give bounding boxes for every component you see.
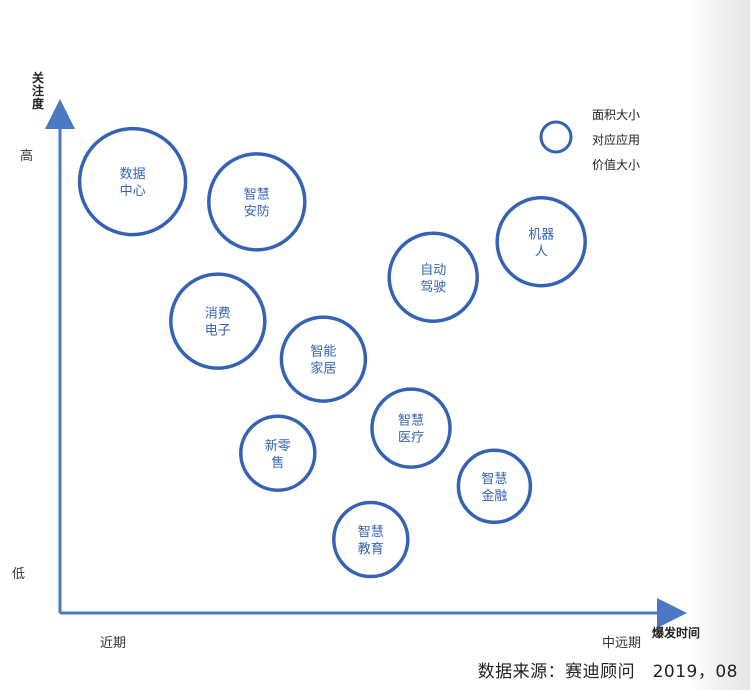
bubble-label: 自动驾驶	[420, 263, 446, 295]
bubble-label-line: 智慧	[244, 186, 270, 202]
bubble-label: 智能家居	[310, 345, 336, 377]
bubble-label: 新零售	[265, 438, 291, 471]
bubble	[456, 448, 533, 525]
y-axis-high-label: 高	[20, 149, 34, 164]
source-note: 数据来源：赛迪顾问 2019，08	[477, 662, 738, 682]
legend-line-3: 价值大小	[592, 158, 641, 172]
bubble-label: 智慧教育	[358, 524, 384, 557]
bubble	[370, 387, 452, 469]
bubble-label-line: 人	[535, 244, 548, 259]
legend-circle	[539, 120, 573, 154]
bubble-label-line: 医疗	[398, 431, 424, 446]
y-axis-title: 关注度	[32, 71, 45, 111]
bubble-label-line: 消费	[205, 307, 231, 322]
y-axis-low-label: 低	[12, 567, 26, 582]
x-axis-title: 爆发时间	[652, 626, 701, 640]
bubble-label: 智慧安防	[244, 186, 270, 219]
legend-line-2: 对应应用	[592, 133, 641, 147]
bubble	[495, 196, 587, 288]
bubble-label: 智慧金融	[481, 471, 507, 504]
bubble	[332, 500, 410, 579]
bubble-label-line: 机器	[528, 227, 554, 242]
bubble-label-line: 家居	[310, 361, 336, 377]
bubble	[279, 315, 368, 403]
bubble-label: 数据中心	[120, 167, 146, 199]
bubble-label-line: 驾驶	[420, 280, 446, 295]
bubble-label-line: 智能	[310, 345, 336, 360]
bubble-label: 消费电子	[205, 307, 231, 339]
bubble-label-line: 数据	[120, 167, 146, 182]
legend-line-1: 面积大小	[592, 108, 641, 122]
bubble-label-line: 电子	[205, 324, 231, 339]
bubble-label-line: 自动	[420, 263, 446, 278]
bubble-label-line: 新零	[265, 438, 291, 454]
bubble-label-line: 教育	[358, 541, 384, 557]
bubble	[239, 414, 317, 493]
bubble-label-line: 中心	[120, 184, 146, 199]
bubble-label-line: 售	[271, 455, 284, 471]
bubble-label: 智慧医疗	[398, 413, 424, 446]
bubble-label-line: 安防	[244, 203, 270, 219]
bubble-label: 机器人	[528, 227, 554, 259]
bubble-label-line: 智慧	[358, 524, 384, 540]
bubble	[169, 272, 267, 370]
bubble-label-line: 智慧	[481, 471, 507, 487]
bubble-label-line: 金融	[481, 488, 507, 504]
x-axis-start-label: 近期	[100, 636, 127, 651]
bubble	[207, 152, 307, 252]
bubble	[77, 126, 188, 237]
bubble	[387, 231, 479, 324]
bubble-label-line: 智慧	[398, 413, 424, 429]
x-axis-end-label: 中远期	[602, 636, 642, 651]
